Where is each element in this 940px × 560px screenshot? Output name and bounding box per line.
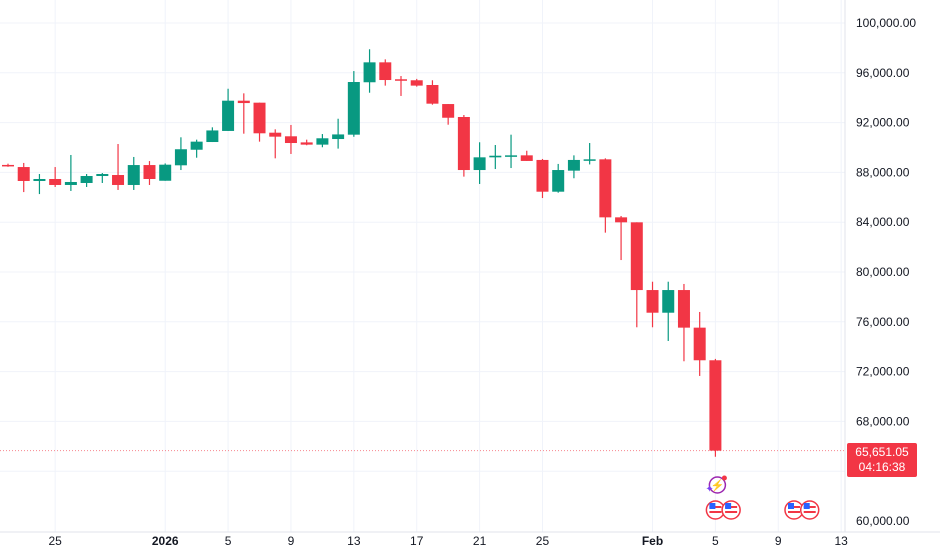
last-price-value: 65,651.05 — [855, 445, 909, 459]
candle-body — [316, 138, 329, 145]
candle-body — [269, 132, 282, 137]
last-price-label: 65,651.05 04:16:38 — [847, 443, 917, 477]
flag-canton — [803, 503, 810, 509]
candle-body — [505, 155, 518, 157]
candle-body — [693, 327, 706, 361]
flag-stripe — [725, 511, 738, 513]
candle-body — [190, 141, 203, 150]
sparkle-icon: ✦ — [705, 484, 713, 495]
flag-stripe — [788, 511, 800, 513]
lightning-glyph: ⚡ — [711, 479, 725, 492]
candle-body — [583, 159, 596, 161]
candle-body — [520, 155, 533, 161]
grid — [0, 0, 845, 532]
candle-body — [80, 176, 93, 183]
price-tick-label: 76,000.00 — [856, 315, 910, 329]
candle-body — [630, 222, 643, 291]
candle-body — [363, 62, 376, 83]
candle-body — [64, 181, 77, 185]
candle-body — [96, 174, 109, 177]
candle-body — [174, 149, 187, 166]
candle-body — [284, 136, 297, 144]
price-tick-label: 100,000.00 — [856, 16, 916, 30]
bar-countdown: 04:16:38 — [858, 460, 906, 474]
price-tick-label: 88,000.00 — [856, 165, 910, 179]
candle-body — [112, 175, 125, 185]
candle-body — [127, 165, 140, 185]
time-tick-label: 25 — [48, 534, 62, 548]
candle-body — [473, 157, 486, 171]
flag-canton — [709, 503, 716, 509]
time-tick-label: 21 — [473, 534, 487, 548]
candle-body — [662, 290, 675, 313]
time-tick-label: Feb — [642, 534, 663, 548]
candle-body — [615, 217, 628, 223]
events: ⚡✦ — [705, 475, 820, 520]
candle-body — [237, 100, 250, 104]
time-tick-label: 9 — [775, 534, 782, 548]
candle-body — [33, 178, 46, 181]
time-tick-label: 25 — [536, 534, 550, 548]
candle-body — [426, 85, 439, 104]
price-tick-label: 92,000.00 — [856, 116, 910, 130]
time-tick-label: 17 — [410, 534, 424, 548]
candle-body — [410, 80, 423, 86]
candles — [2, 49, 722, 457]
candle-body — [567, 159, 580, 171]
time-tick-label: 13 — [834, 534, 848, 548]
candle-body — [49, 178, 62, 185]
candle-body — [599, 159, 612, 218]
candle-body — [536, 159, 549, 192]
candle-body — [206, 130, 219, 143]
candle-body — [489, 155, 502, 158]
flag-canton — [725, 503, 732, 509]
time-tick-label: 13 — [347, 534, 361, 548]
candle-body — [457, 116, 470, 171]
price-tick-label: 68,000.00 — [856, 414, 910, 428]
candle-body — [222, 100, 235, 131]
price-axis[interactable]: 100,000.00 96,000.00 92,000.00 88,000.00 84,… — [856, 16, 916, 528]
time-tick-label: 5 — [712, 534, 719, 548]
candle-body — [2, 164, 14, 167]
time-tick-label: 2026 — [152, 534, 179, 548]
time-tick-label: 9 — [288, 534, 295, 548]
time-axis[interactable]: 25 2026 5 9 13 17 21 25 Feb 5 9 13 — [48, 534, 848, 548]
candle-body — [159, 164, 172, 181]
candle-body — [253, 102, 266, 134]
price-tick-label: 80,000.00 — [856, 265, 910, 279]
candle-body — [709, 360, 722, 451]
candle-body — [143, 165, 156, 179]
time-tick-label: 5 — [225, 534, 232, 548]
candle-body — [646, 290, 659, 313]
candle-body — [347, 82, 360, 135]
candle-body — [677, 290, 690, 328]
price-tick-label: 60,000.00 — [856, 514, 910, 528]
lightning-event-icon — [708, 476, 727, 494]
candle-body — [332, 134, 345, 140]
candle-body — [442, 104, 455, 118]
flag-canton — [788, 503, 794, 509]
candle-body — [17, 167, 30, 181]
flag-stripe — [709, 511, 722, 513]
candle-body — [552, 170, 565, 192]
candle-body — [300, 142, 313, 145]
candle-body — [379, 62, 392, 81]
event-dot — [721, 475, 727, 481]
price-tick-label: 96,000.00 — [856, 66, 910, 80]
price-tick-label: 72,000.00 — [856, 365, 910, 379]
candle-body — [395, 79, 407, 81]
price-tick-label: 84,000.00 — [856, 215, 910, 229]
flag-stripe — [803, 511, 816, 513]
